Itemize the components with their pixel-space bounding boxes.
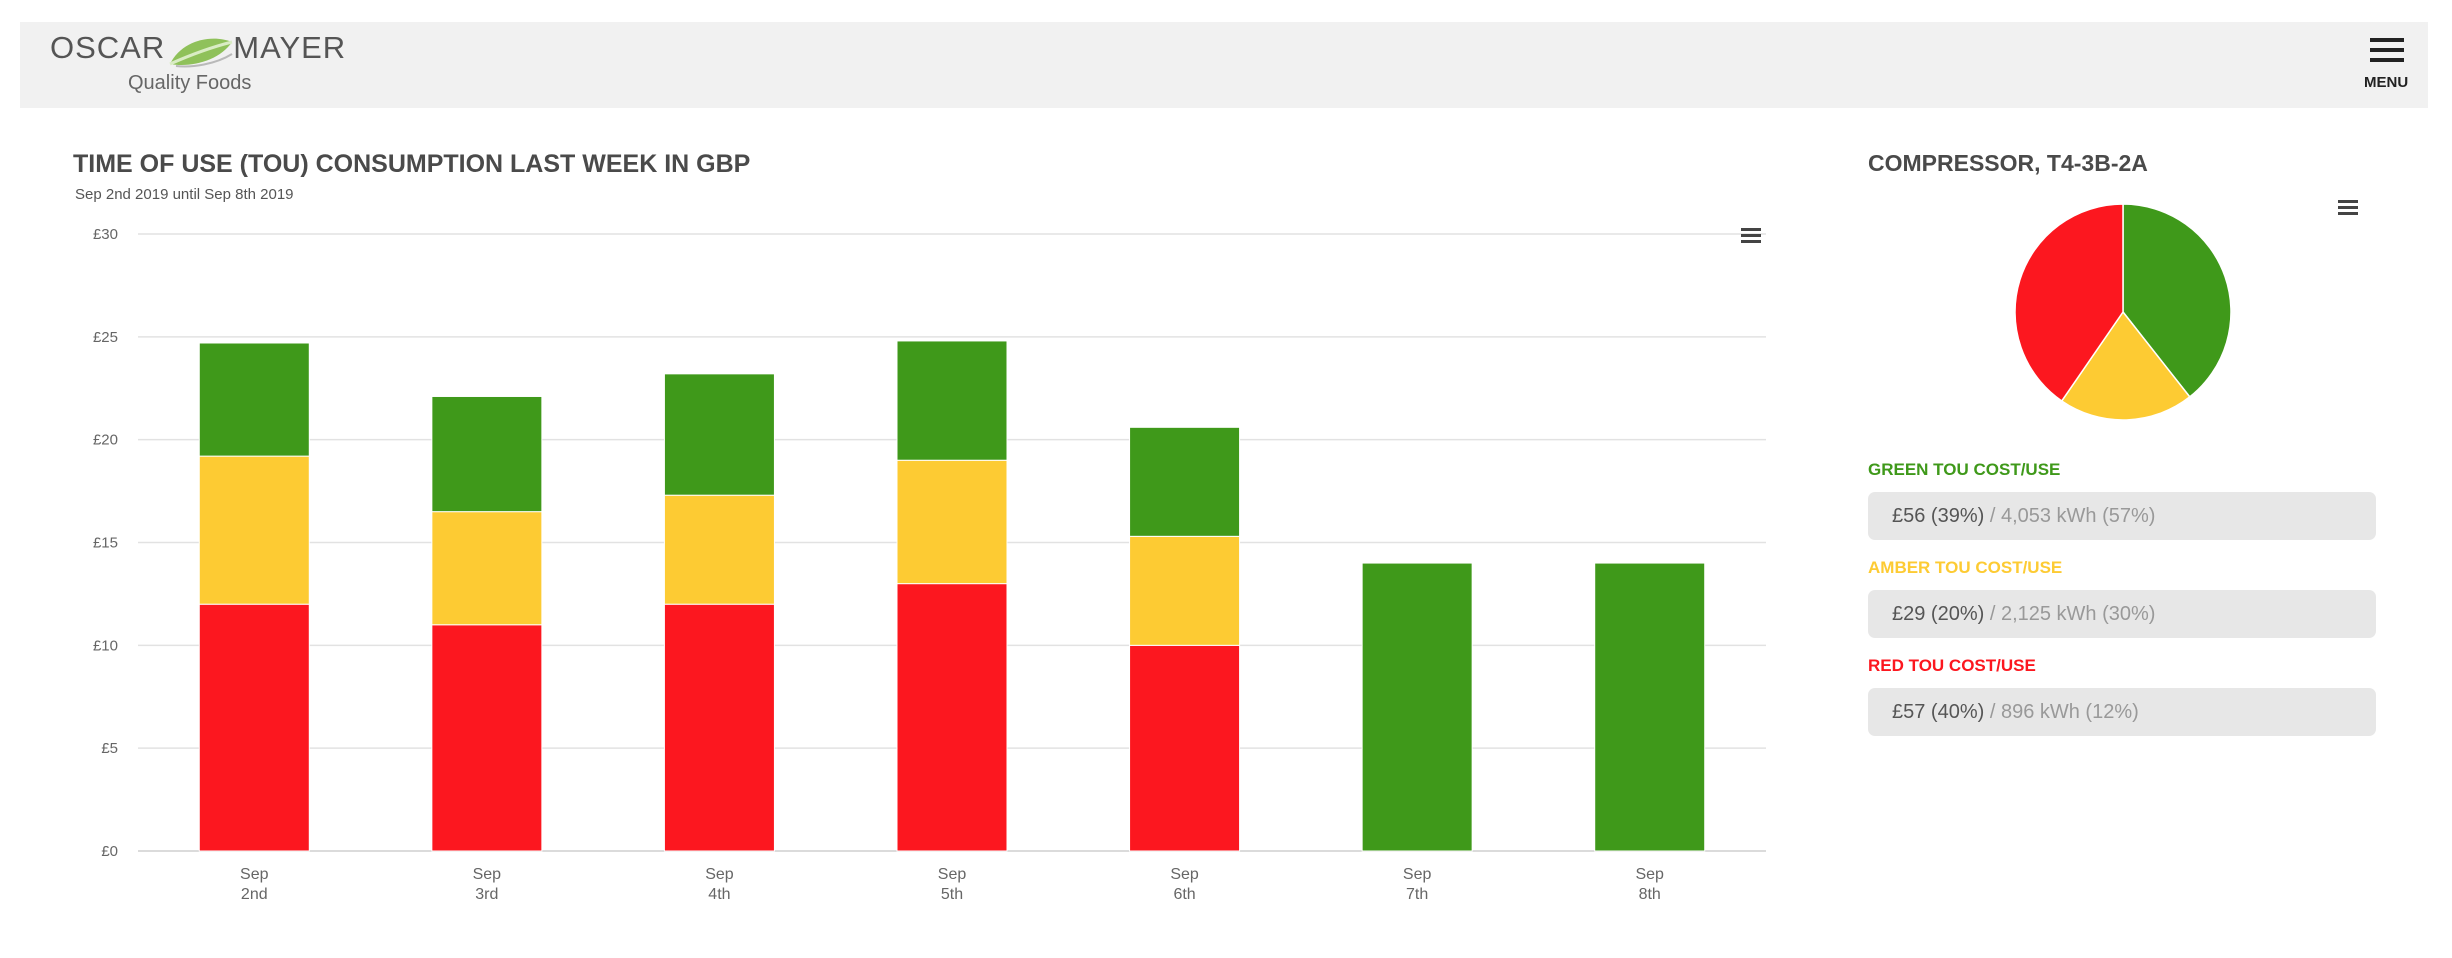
x-tick-label: 8th — [1639, 886, 1661, 903]
bar-segment[interactable] — [663, 373, 775, 496]
green-tou-cost: £56 (39%) — [1892, 505, 1985, 527]
amber-tou-value-box: £29 (20%) / 2,125 kWh (30%) — [1868, 590, 2376, 638]
logo-word-left: OSCAR — [50, 30, 166, 65]
bar-segment[interactable] — [1129, 426, 1241, 537]
x-tick-label: Sep — [705, 866, 734, 883]
amber-tou-title: AMBER TOU COST/USE — [1868, 558, 2063, 577]
red-tou-value-box: £57 (40%) / 896 kWh (12%) — [1868, 688, 2376, 736]
x-tick-label: 2nd — [241, 886, 268, 903]
bar-segment[interactable] — [1129, 535, 1241, 646]
y-tick-label: £15 — [93, 535, 118, 552]
chart-subtitle: Sep 2nd 2019 until Sep 8th 2019 — [75, 186, 294, 203]
chart-export-menu-icon[interactable] — [1741, 228, 1761, 246]
compressor-pie-chart — [2014, 203, 2232, 421]
bar-segment[interactable] — [431, 511, 543, 626]
menu-label: MENU — [2364, 74, 2409, 91]
x-tick-label: 5th — [941, 886, 963, 903]
x-tick-label: 6th — [1173, 886, 1195, 903]
chart-title: TIME OF USE (TOU) CONSUMPTION LAST WEEK … — [73, 150, 751, 178]
green-tou-title: GREEN TOU COST/USE — [1868, 460, 2061, 479]
bar-segment[interactable] — [663, 603, 775, 852]
bar-segment[interactable] — [431, 624, 543, 852]
x-tick-label: Sep — [240, 866, 269, 883]
y-tick-label: £5 — [101, 740, 118, 757]
x-tick-label: Sep — [938, 866, 967, 883]
side-panel-title: COMPRESSOR, T4-3B-2A — [1868, 150, 2148, 176]
pie-slice[interactable] — [2014, 203, 2124, 403]
red-tou-title: RED TOU COST/USE — [1868, 656, 2036, 675]
red-tou-usage: / 896 kWh (12%) — [1984, 701, 2139, 723]
x-tick-label: Sep — [1403, 866, 1432, 883]
x-tick-label: Sep — [473, 866, 502, 883]
bar-segment[interactable] — [896, 340, 1008, 461]
hamburger-icon — [2370, 38, 2404, 42]
bar-segment[interactable] — [198, 342, 310, 457]
green-tou-usage: / 4,053 kWh (57%) — [1984, 505, 2156, 527]
top-header-bar: OSCAR MAYER Quality Foods MENU — [20, 22, 2428, 108]
oscar-mayer-logo[interactable]: OSCAR MAYER Quality Foods — [50, 30, 370, 110]
bar-segment[interactable] — [198, 603, 310, 852]
pie-slice[interactable] — [2122, 203, 2232, 398]
x-tick-label: 4th — [708, 886, 730, 903]
y-tick-label: £25 — [93, 329, 118, 346]
logo-word-right: MAYER — [233, 30, 347, 65]
y-tick-label: £30 — [93, 226, 118, 243]
leaf-icon — [169, 38, 233, 68]
y-tick-label: £20 — [93, 432, 118, 449]
bar-segment[interactable] — [896, 459, 1008, 585]
bar-segment[interactable] — [896, 583, 1008, 852]
red-tou-cost: £57 (40%) — [1892, 701, 1985, 723]
bar-segment[interactable] — [1129, 644, 1241, 852]
bar-segment[interactable] — [663, 494, 775, 605]
y-tick-label: £10 — [93, 637, 118, 654]
logo-wordmark: OSCAR MAYER — [50, 30, 346, 66]
main-menu-button[interactable]: MENU — [2362, 38, 2412, 98]
amber-tou-usage: / 2,125 kWh (30%) — [1984, 603, 2156, 625]
tou-consumption-bar-chart: £0 £5 £10 £15 £20 £25 £30 Sep 2nd Sep 3rd Sep 4th Sep… — [93, 226, 1766, 903]
pie-export-menu-icon[interactable] — [2338, 200, 2358, 218]
bar-segment[interactable] — [1361, 562, 1473, 852]
amber-tou-cost: £29 (20%) — [1892, 603, 1985, 625]
x-tick-label: 3rd — [475, 886, 498, 903]
y-tick-label: £0 — [101, 843, 118, 860]
logo-tagline: Quality Foods — [128, 72, 252, 94]
pie-slice[interactable] — [2060, 310, 2191, 421]
green-tou-value-box: £56 (39%) / 4,053 kWh (57%) — [1868, 492, 2376, 540]
bar-segment[interactable] — [431, 395, 543, 513]
x-tick-label: Sep — [1170, 866, 1199, 883]
bar-segment[interactable] — [198, 455, 310, 605]
x-tick-label: Sep — [1635, 866, 1664, 883]
bar-segment[interactable] — [1594, 562, 1706, 852]
x-tick-label: 7th — [1406, 886, 1428, 903]
